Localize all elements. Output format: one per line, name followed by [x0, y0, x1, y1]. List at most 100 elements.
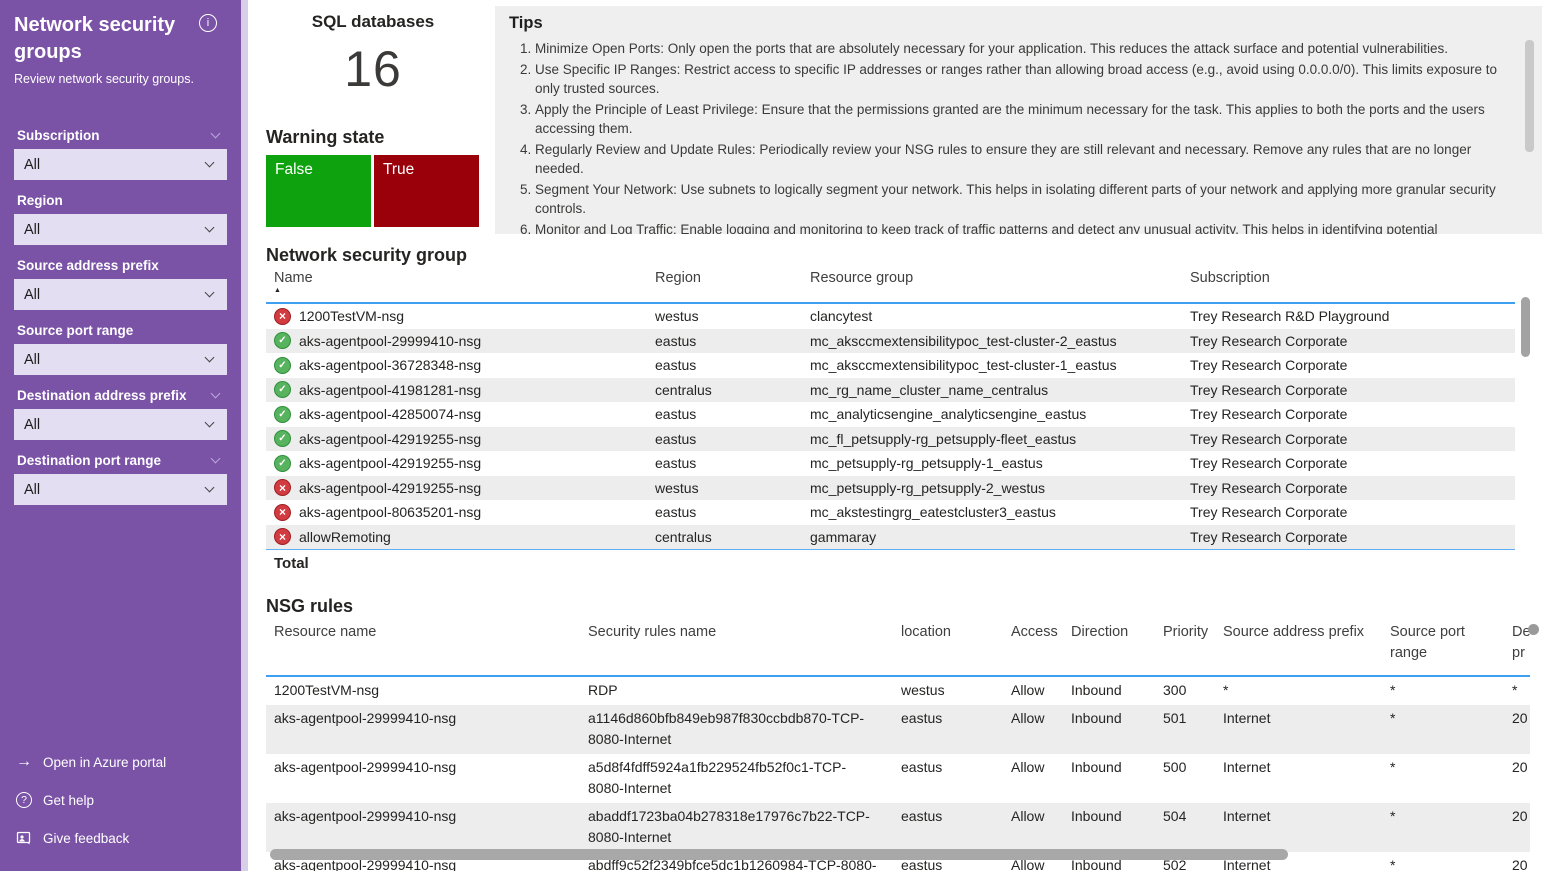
rule-row[interactable]: aks-agentpool-29999410-nsg abaddf1723ba04… — [266, 803, 1530, 852]
table-row[interactable]: ✓ aks-agentpool-42919255-nsg eastus mc_fl_p… — [266, 426, 1515, 451]
horizontal-scrollbar[interactable] — [270, 849, 1288, 860]
column-header-source-address-prefix[interactable]: Source address prefix — [1223, 624, 1365, 640]
rule-row[interactable]: 1200TestVM-nsg RDP westus Allow Inbound 300 * *… — [266, 677, 1530, 705]
source-prefix-cell: Internet — [1223, 759, 1271, 775]
access-cell: Allow — [1011, 857, 1045, 871]
access-cell: Allow — [1011, 759, 1045, 775]
nsg-name: aks-agentpool-42919255-nsg — [299, 455, 482, 472]
kpi-value: 16 — [344, 41, 402, 97]
priority-cell: 502 — [1163, 857, 1187, 871]
name-cell: ✓ aks-agentpool-42850074-nsg — [266, 405, 647, 423]
filter-label: Source port range — [17, 323, 134, 338]
filter-region-dropdown[interactable]: All — [14, 214, 227, 245]
column-header-direction[interactable]: Direction — [1071, 624, 1129, 640]
region-cell: eastus — [655, 332, 697, 349]
filter-destination-address-prefix-dropdown[interactable]: All — [14, 409, 227, 440]
page-title: Network security groups — [14, 14, 176, 63]
warning-tile-false[interactable]: False — [266, 155, 371, 227]
resource-name-cell: aks-agentpool-29999410-nsg — [274, 759, 457, 775]
column-header-source-port-range[interactable]: Source port range — [1390, 624, 1465, 661]
table-row[interactable]: × allowRemoting centralus gammaray Trey Rese… — [266, 524, 1515, 549]
rule-name-cell: abdff9c52f2349bfce5dc1b1260984-TCP-8080-… — [588, 857, 877, 871]
region-cell: eastus — [655, 357, 697, 374]
filter-source-address-prefix-dropdown[interactable]: All — [14, 279, 227, 310]
rule-row[interactable]: aks-agentpool-29999410-nsg abdff9c52f2349… — [266, 852, 1530, 871]
rule-name-cell: a5d8f4fdff5924a1fb229524fb52f0c1-TCP-808… — [588, 759, 847, 796]
subscription-cell: Trey Research Corporate — [1190, 479, 1348, 496]
table-row[interactable]: ✓ aks-agentpool-36728348-nsg eastus mc_aksc… — [266, 353, 1515, 378]
success-icon: ✓ — [274, 454, 291, 472]
filter-destination-address-prefix: Destination address prefix All — [0, 388, 241, 440]
resource-group-cell: mc_rg_name_cluster_name_centralus — [810, 381, 1049, 398]
name-cell: × aks-agentpool-42919255-nsg — [266, 479, 647, 497]
name-cell: × aks-agentpool-80635201-nsg — [266, 503, 647, 521]
kpi-card: SQL databases 16 — [252, 12, 494, 98]
dropdown-value: All — [24, 221, 41, 238]
nsg-name: allowRemoting — [299, 528, 391, 545]
rule-row[interactable]: aks-agentpool-29999410-nsg a1146d860bfb84… — [266, 705, 1530, 754]
filter-region: Region All — [0, 193, 241, 245]
name-cell: ✓ aks-agentpool-42919255-nsg — [266, 430, 647, 448]
nsg-name: aks-agentpool-36728348-nsg — [299, 357, 482, 374]
column-header-region[interactable]: Region — [647, 270, 802, 286]
resource-name-cell: aks-agentpool-29999410-nsg — [274, 808, 457, 824]
filter-label-row: Region — [0, 193, 241, 214]
subscription-cell: Trey Research Corporate — [1190, 406, 1348, 423]
error-icon: × — [274, 307, 291, 325]
direction-cell: Inbound — [1071, 682, 1122, 698]
rules-table: Resource name Security rules name location… — [266, 622, 1530, 871]
column-header-resource-group[interactable]: Resource group — [802, 270, 1182, 286]
filter-subscription-dropdown[interactable]: All — [14, 149, 227, 180]
column-header-security-rules-name[interactable]: Security rules name — [588, 624, 717, 640]
resource-name-cell: aks-agentpool-29999410-nsg — [274, 710, 457, 726]
filter-label: Subscription — [17, 128, 100, 143]
filter-label-row: Subscription — [0, 128, 241, 149]
nsg-table-title: Network security group — [266, 245, 468, 265]
location-cell: eastus — [901, 808, 943, 824]
table-row[interactable]: ✓ aks-agentpool-29999410-nsg eastus mc_aksc… — [266, 328, 1515, 353]
table-row[interactable]: × aks-agentpool-42919255-nsg westus mc_pets… — [266, 475, 1515, 500]
resource-group-cell: gammaray — [810, 528, 877, 545]
tips-scrollbar[interactable] — [1525, 40, 1534, 152]
tip-item: Use Specific IP Ranges: Restrict access … — [535, 60, 1512, 99]
tip-item: Minimize Open Ports: Only open the ports… — [535, 39, 1512, 59]
link-give-feedback[interactable]: Give feedback — [0, 819, 241, 857]
rules-table-header: Resource name Security rules name location… — [266, 622, 1530, 677]
name-cell: ✓ aks-agentpool-36728348-nsg — [266, 356, 647, 374]
sidebar-scrollbar-track[interactable] — [241, 0, 248, 871]
link-open-in-azure-portal[interactable]: → Open in Azure portal — [0, 743, 241, 781]
nsg-name: aks-agentpool-42919255-nsg — [299, 430, 482, 447]
source-port-cell: * — [1390, 857, 1396, 871]
table-row[interactable]: ✓ aks-agentpool-42850074-nsg eastus mc_anal… — [266, 402, 1515, 427]
column-header-access[interactable]: Access — [1011, 624, 1058, 640]
rule-name-cell: abaddf1723ba04b278318e17976c7b22-TCP-808… — [588, 808, 870, 845]
column-header-name[interactable]: Name ▲ — [266, 270, 647, 294]
column-header-location[interactable]: location — [901, 624, 951, 640]
destination-prefix-cell: 20 — [1512, 759, 1528, 775]
help-icon: ? — [16, 792, 32, 808]
subscription-cell: Trey Research Corporate — [1190, 332, 1348, 349]
table-row[interactable]: × 1200TestVM-nsg westus clancytest Trey Rese… — [266, 304, 1515, 329]
table-row[interactable]: × aks-agentpool-80635201-nsg eastus mc_akst… — [266, 500, 1515, 525]
column-header-subscription[interactable]: Subscription — [1182, 270, 1515, 286]
info-icon[interactable]: i — [199, 14, 217, 32]
column-header-resource-name[interactable]: Resource name — [274, 624, 377, 640]
rule-row[interactable]: aks-agentpool-29999410-nsg a5d8f4fdff5924… — [266, 754, 1530, 803]
region-cell: westus — [655, 308, 699, 325]
column-header-priority[interactable]: Priority — [1163, 624, 1209, 640]
feedback-icon — [16, 830, 32, 846]
table-row[interactable]: ✓ aks-agentpool-41981281-nsg centralus mc_r… — [266, 377, 1515, 402]
nsg-table-scrollbar[interactable] — [1521, 297, 1530, 357]
link-get-help[interactable]: ? Get help — [0, 781, 241, 819]
access-cell: Allow — [1011, 710, 1045, 726]
chevron-down-icon — [210, 388, 221, 399]
filter-source-port-range-dropdown[interactable]: All — [14, 344, 227, 375]
table-row[interactable]: ✓ aks-agentpool-42919255-nsg eastus mc_pets… — [266, 451, 1515, 476]
warning-tile-true[interactable]: True — [374, 155, 479, 227]
kpi-title: SQL databases — [311, 12, 435, 31]
nsg-name: aks-agentpool-42850074-nsg — [299, 406, 482, 423]
filter-label: Source address prefix — [17, 258, 159, 273]
column-header-de[interactable]: De pr — [1512, 624, 1530, 661]
filter-destination-port-range-dropdown[interactable]: All — [14, 474, 227, 505]
rules-table-scrollbar-thumb[interactable] — [1528, 624, 1539, 635]
